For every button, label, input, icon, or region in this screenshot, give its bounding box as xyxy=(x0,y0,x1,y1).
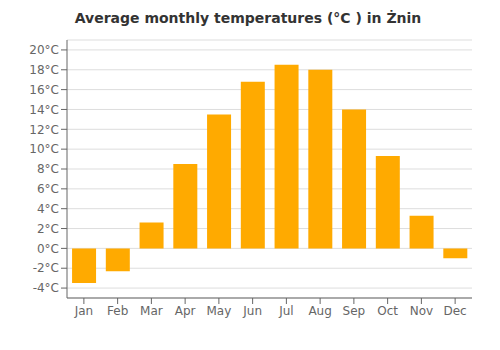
svg-text:Oct: Oct xyxy=(377,304,398,318)
svg-text:Feb: Feb xyxy=(107,304,128,318)
svg-text:Nov: Nov xyxy=(410,304,433,318)
svg-text:-4°C: -4°C xyxy=(33,281,59,295)
svg-text:Mar: Mar xyxy=(140,304,163,318)
svg-text:-2°C: -2°C xyxy=(33,261,59,275)
svg-text:Jul: Jul xyxy=(278,304,293,318)
svg-text:12°C: 12°C xyxy=(29,123,59,137)
svg-text:0°C: 0°C xyxy=(37,242,59,256)
svg-text:6°C: 6°C xyxy=(37,182,59,196)
svg-text:Jan: Jan xyxy=(74,304,94,318)
svg-text:Aug: Aug xyxy=(308,304,331,318)
svg-text:16°C: 16°C xyxy=(29,83,59,97)
svg-text:8°C: 8°C xyxy=(37,162,59,176)
svg-text:4°C: 4°C xyxy=(37,202,59,216)
svg-text:18°C: 18°C xyxy=(29,63,59,77)
svg-text:2°C: 2°C xyxy=(37,222,59,236)
svg-text:14°C: 14°C xyxy=(29,103,59,117)
html-text:Average monthly temperatures (: Average monthly temperatures (°C ) in Żn… xyxy=(74,10,422,26)
svg-text:20°C: 20°C xyxy=(29,43,59,57)
svg-text:Apr: Apr xyxy=(175,304,196,318)
svg-text:May: May xyxy=(206,304,231,318)
svg-text:Sep: Sep xyxy=(343,304,366,318)
svg-text:10°C: 10°C xyxy=(29,142,59,156)
svg-text:Dec: Dec xyxy=(444,304,467,318)
svg-text:Jun: Jun xyxy=(242,304,262,318)
